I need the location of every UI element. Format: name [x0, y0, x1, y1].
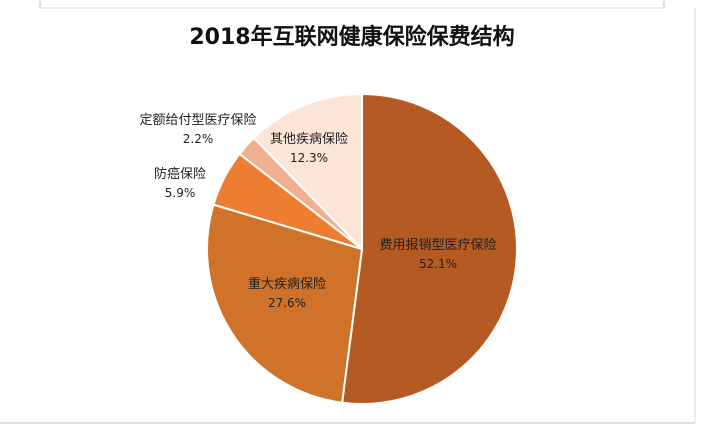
pie-labels: 费用报销型医疗保险 52.1% 重大疾病保险 27.6% 防癌保险 5.9% 定额给付型医疗… [139, 113, 496, 310]
slice-other-disease-name-label: 其他疾病保险 [270, 132, 348, 147]
slice-critical-illness [206, 203, 364, 404]
chart-title: 2018年互联网健康保险保费结构 [189, 24, 514, 50]
slice-other-disease-value-label: 12.3% [290, 151, 328, 165]
slice-other-disease [252, 92, 363, 252]
slice-fixed-benefit-medical-value-label: 2.2% [183, 132, 214, 146]
pie-slices [206, 92, 518, 405]
slice-cancer-name-label: 防癌保险 [154, 166, 206, 182]
slice-fee-reimbursement-medical-name-label: 费用报销型医疗保险 [379, 238, 496, 253]
slice-cancer-value-label: 5.9% [165, 186, 196, 200]
slice-fee-reimbursement-medical [340, 92, 518, 405]
slice-critical-illness-value-label: 27.6% [268, 296, 306, 310]
slice-critical-illness-name-label: 重大疾病保险 [248, 276, 326, 292]
slice-fixed-benefit-medical-name-label: 定额给付型医疗保险 [139, 113, 256, 128]
slice-fee-reimbursement-medical-value-label: 52.1% [419, 257, 457, 271]
